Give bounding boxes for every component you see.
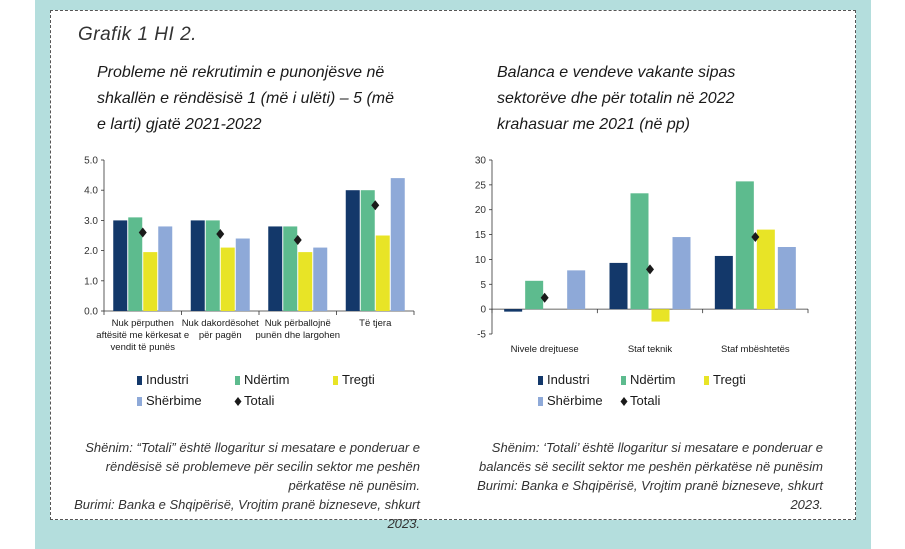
left-chart-title: Probleme në rekrutimin e punonjësve në s… (97, 64, 395, 133)
y-tick-label: 0.0 (84, 307, 98, 318)
figure-label: Grafik 1 HI 2. (78, 24, 197, 45)
bar-ndërtim (205, 220, 220, 311)
right-bar-chart: -5 0 5 10 15 20 25 30 Nivele drejtuese Staf tekni… (475, 156, 809, 408)
right-note-text: Shënim: ‘Totali’ është llogaritur si mes… (479, 440, 823, 474)
legend-swatch-industri (538, 376, 543, 385)
category-label: Nuk përputhen (112, 318, 174, 329)
y-tick-label: 30 (475, 156, 487, 167)
bar-shërbime (313, 247, 328, 311)
y-tick-label: -5 (477, 330, 486, 341)
legend-swatch-shërbime (538, 397, 543, 406)
bar-industri (190, 220, 205, 311)
totali-marker (293, 235, 302, 246)
y-tick-label: 0 (480, 305, 486, 316)
legend-label: Tregti (342, 372, 375, 387)
legend-label: Shërbime (547, 393, 603, 408)
legend-label: Industri (146, 372, 189, 387)
left-footnote: Shënim: “Totali” është llogaritur si mes… (50, 438, 420, 533)
right-footnote: Shënim: ‘Totali’ është llogaritur si mes… (455, 438, 823, 514)
legend-label: Tregti (713, 372, 746, 387)
y-tick-label: 10 (475, 255, 487, 266)
legend-swatch-totali (620, 397, 628, 406)
bar-industri (609, 262, 628, 310)
category-label: aftësitë me kërkesat e (96, 330, 189, 341)
totali-marker (216, 228, 225, 239)
bar-tregti (651, 309, 670, 322)
left-note-text: Shënim: “Totali” është llogaritur si mes… (85, 440, 420, 493)
bar-industri (268, 226, 283, 311)
right-source-text: Burimi: Banka e Shqipërisë, Vrojtim pran… (477, 478, 823, 512)
y-tick-label: 5.0 (84, 156, 98, 167)
category-label: Staf mbështetës (721, 344, 790, 355)
bar-tregti (220, 247, 235, 311)
totali-marker (540, 292, 549, 303)
legend-swatch-tregti (704, 376, 709, 385)
bar-shërbime (158, 226, 173, 311)
category-label: Staf teknik (628, 344, 673, 355)
category-label: punën dhe largohen (255, 330, 340, 341)
bar-tregti (756, 229, 775, 310)
legend-swatch-industri (137, 376, 142, 385)
category-label: vendit të punës (111, 342, 176, 353)
bar-shërbime (672, 237, 691, 310)
legend-swatch-ndërtim (621, 376, 626, 385)
legend-swatch-ndërtim (235, 376, 240, 385)
bar-ndërtim (525, 280, 544, 310)
bar-industri (714, 255, 733, 310)
legend-label: Ndërtim (630, 372, 676, 387)
bar-industri (504, 309, 523, 312)
bar-ndërtim (360, 190, 375, 311)
bar-shërbime (567, 270, 586, 310)
y-tick-label: 20 (475, 205, 487, 216)
legend-swatch-totali (234, 397, 242, 406)
bar-ndërtim (128, 217, 143, 311)
bar-shërbime (390, 178, 405, 311)
category-label: Nuk dakordësohet (182, 318, 259, 329)
left-bar-chart: 0.0 1.0 2.0 3.0 4.0 5.0 Nuk përputhenaftësitë … (84, 156, 415, 408)
category-label: për pagën (199, 330, 242, 341)
right-chart-title: Balanca e vendeve vakante sipas sektorëv… (497, 64, 736, 133)
totali-marker (371, 200, 380, 211)
bar-shërbime (777, 247, 796, 310)
y-tick-label: 5 (480, 280, 486, 291)
bar-ndërtim (735, 181, 754, 310)
y-tick-label: 4.0 (84, 186, 98, 197)
legend-label: Shërbime (146, 393, 202, 408)
legend-label: Totali (244, 393, 274, 408)
legend-swatch-tregti (333, 376, 338, 385)
totali-marker (646, 264, 654, 275)
y-tick-label: 25 (475, 180, 487, 191)
bar-ndërtim (630, 193, 649, 310)
y-tick-label: 15 (475, 230, 487, 241)
category-label: Nuk përballojnë (265, 318, 331, 329)
category-label: Të tjera (359, 318, 392, 329)
y-tick-label: 3.0 (84, 216, 98, 227)
legend-swatch-shërbime (137, 397, 142, 406)
bar-tregti (143, 252, 158, 311)
bar-shërbime (235, 238, 250, 311)
y-tick-label: 1.0 (84, 276, 98, 287)
bar-industri (113, 220, 128, 311)
legend-label: Industri (547, 372, 590, 387)
legend-label: Ndërtim (244, 372, 290, 387)
totali-marker (751, 232, 760, 243)
legend-label: Totali (630, 393, 660, 408)
totali-marker (138, 227, 147, 238)
bar-industri (345, 190, 360, 311)
bar-ndërtim (283, 226, 298, 311)
bar-tregti (375, 235, 390, 311)
bar-tregti (298, 252, 313, 311)
left-source-text: Burimi: Banka e Shqipërisë, Vrojtim pran… (74, 497, 420, 531)
category-label: Nivele drejtuese (511, 344, 579, 355)
y-tick-label: 2.0 (84, 246, 98, 257)
